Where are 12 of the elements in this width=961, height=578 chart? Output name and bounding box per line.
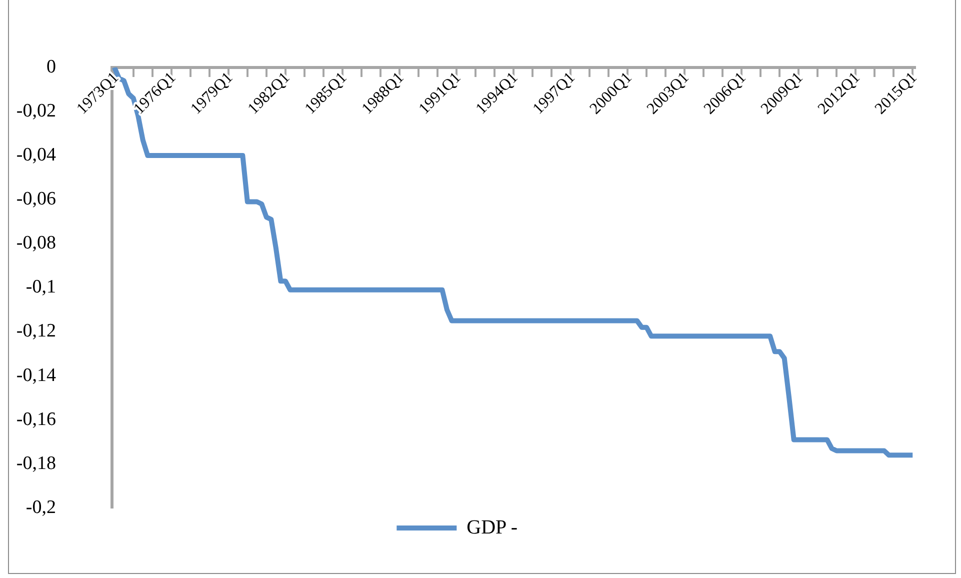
y-tick-label: -0,12 bbox=[16, 320, 56, 342]
y-tick-label: -0,14 bbox=[16, 364, 56, 386]
y-tick-label: -0,02 bbox=[16, 100, 56, 122]
y-tick-label: 0 bbox=[46, 56, 56, 78]
legend-label: GDP - bbox=[466, 516, 518, 538]
y-tick-label: -0,06 bbox=[16, 188, 56, 210]
y-tick-label: -0,18 bbox=[16, 452, 56, 474]
y-tick-label: -0,1 bbox=[26, 276, 56, 298]
y-tick-label: -0,2 bbox=[26, 496, 56, 518]
y-tick-label: -0,04 bbox=[16, 144, 56, 166]
y-tick-label: -0,16 bbox=[16, 408, 56, 430]
y-tick-label: -0,08 bbox=[16, 232, 56, 254]
